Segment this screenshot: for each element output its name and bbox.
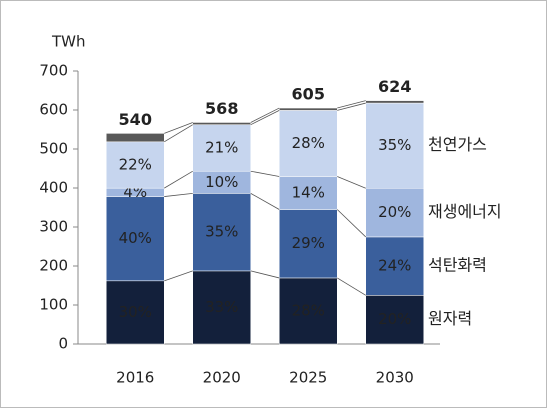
connector [250,270,280,279]
segment-label: 14% [292,183,325,201]
segment-label: 20% [378,310,411,328]
y-tick-label: 200 [39,257,68,275]
bar-segment [106,280,165,345]
segment-label: 29% [292,234,325,252]
connector [250,193,280,210]
segment-label: 35% [205,223,238,241]
y-tick-label: 400 [39,179,68,197]
connector [164,122,193,134]
bar-segment [365,102,424,189]
bar-segment [192,124,251,172]
connector [337,176,366,189]
x-tick-label: 2030 [376,369,414,387]
y-tick-label: 600 [39,101,68,119]
bar-segment [106,133,165,143]
bar-segment [192,122,251,125]
x-tick-label: 2016 [116,369,154,387]
connector [164,270,193,282]
bar-segment [365,100,424,104]
connector [337,100,366,109]
connector [337,277,366,296]
legend-label: 원자력 [428,309,472,328]
legend-label: 천연가스 [428,135,487,154]
y-tick-label: 100 [39,296,68,314]
bar-segment [365,295,424,345]
connector [337,102,366,111]
segment-label: 28% [292,301,325,319]
y-tick-label: 500 [39,140,68,158]
segment-label: 21% [205,138,238,156]
segment-label: 33% [205,298,238,316]
y-axis-label: TWh [51,33,86,51]
legend-label: 재생에너지 [428,202,502,221]
connector [250,110,280,126]
segment-label: 40% [119,229,152,247]
bar-segment [192,270,251,345]
segment-label: 22% [119,155,152,173]
connector [336,209,367,238]
total-label: 568 [205,99,238,118]
total-label: 624 [378,77,411,96]
total-label: 540 [119,110,152,129]
segment-label: 28% [292,134,325,152]
segment-label: 30% [119,303,152,321]
segment-label: 10% [205,173,238,191]
connector [250,107,280,123]
connector [164,124,193,143]
legend-label: 석탄화력 [428,256,487,275]
bar-segment [365,236,424,296]
bar-segment [279,209,338,279]
connector [164,170,193,189]
bar-segment [279,110,338,177]
x-tick-label: 2025 [289,369,327,387]
segment-label: 24% [378,257,411,275]
connector [164,192,193,197]
bar-segment [106,141,165,189]
segment-label: 35% [378,136,411,154]
bar-segment [279,107,338,111]
y-tick-label: 700 [39,62,68,80]
segment-label: 20% [378,203,411,221]
bar-segment [365,187,424,238]
y-tick-label: 300 [39,218,68,236]
connector [250,170,280,177]
y-tick-label: 0 [58,335,68,353]
bar-segment [279,176,338,210]
x-tick-label: 2020 [203,369,241,387]
bar-segment [106,196,165,282]
total-label: 605 [292,85,325,104]
